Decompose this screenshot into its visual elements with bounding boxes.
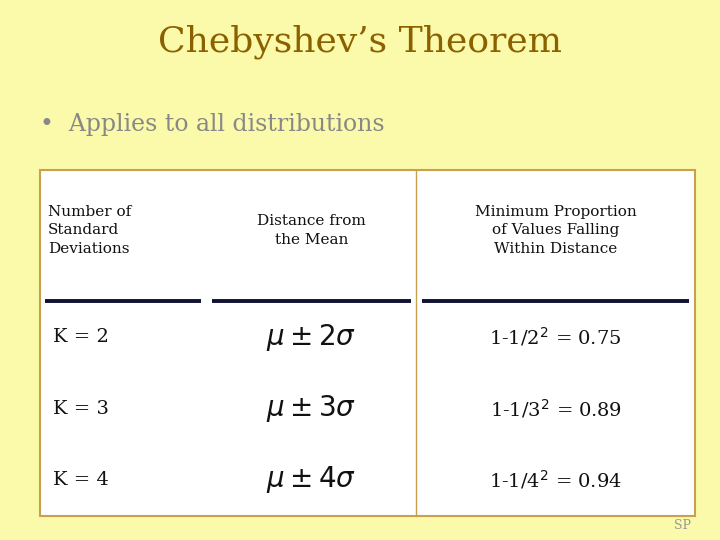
Text: Number of
Standard
Deviations: Number of Standard Deviations [48, 205, 132, 256]
Text: K = 3: K = 3 [53, 400, 109, 417]
Text: $\mu\pm4\sigma$: $\mu\pm4\sigma$ [266, 464, 356, 496]
Text: 1-1/3$^2$ = 0.89: 1-1/3$^2$ = 0.89 [490, 397, 621, 420]
Text: K = 4: K = 4 [53, 471, 109, 489]
Text: 1-1/4$^2$ = 0.94: 1-1/4$^2$ = 0.94 [489, 469, 622, 491]
FancyBboxPatch shape [40, 170, 695, 516]
Text: $\mu\pm2\sigma$: $\mu\pm2\sigma$ [266, 322, 356, 353]
Text: K = 2: K = 2 [53, 328, 109, 346]
Text: $\mu\pm3\sigma$: $\mu\pm3\sigma$ [266, 393, 356, 424]
Text: Distance from
the Mean: Distance from the Mean [257, 214, 366, 247]
Text: 1-1/2$^2$ = 0.75: 1-1/2$^2$ = 0.75 [490, 326, 622, 349]
Text: Chebyshev’s Theorem: Chebyshev’s Theorem [158, 24, 562, 59]
Text: •  Applies to all distributions: • Applies to all distributions [40, 113, 384, 137]
Text: SP: SP [674, 519, 691, 532]
Text: Minimum Proportion
of Values Falling
Within Distance: Minimum Proportion of Values Falling Wit… [474, 205, 636, 256]
